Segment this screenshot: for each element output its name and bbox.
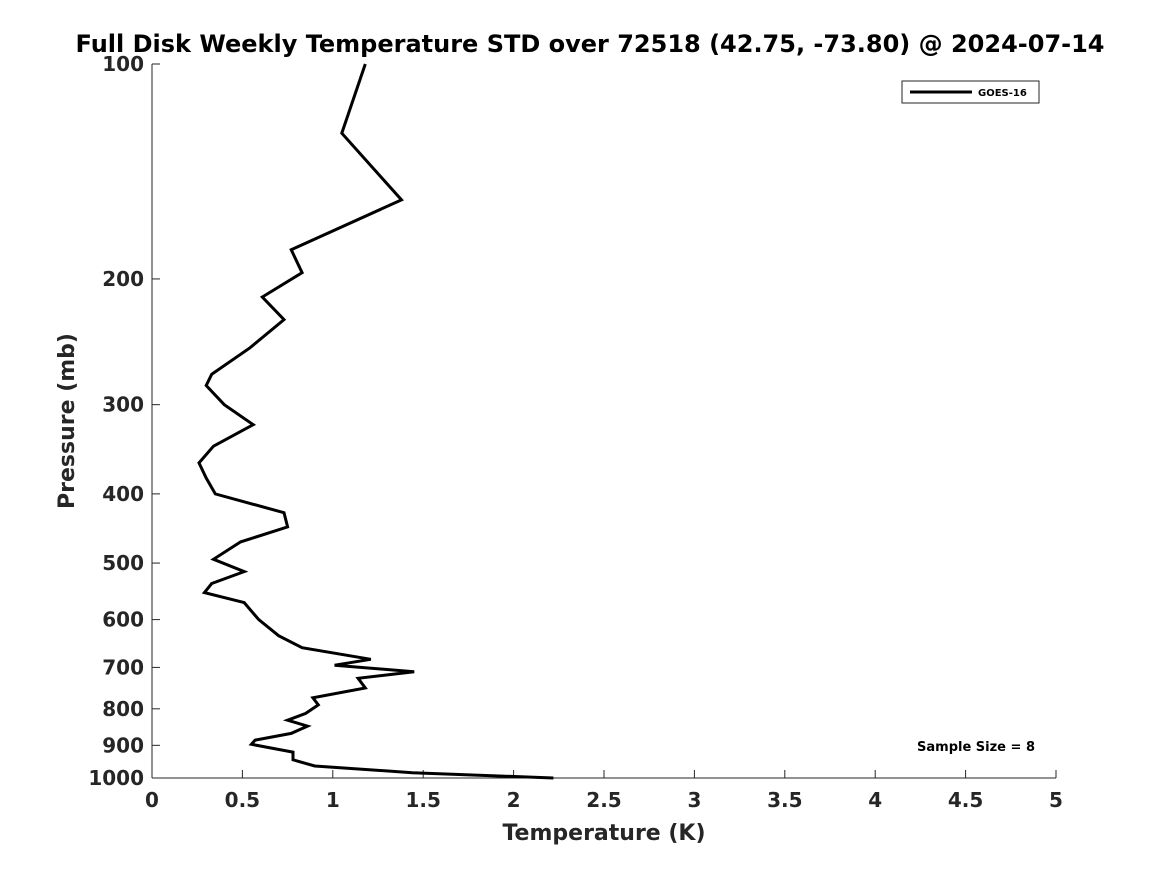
x-tick-label: 2 xyxy=(507,788,521,812)
y-tick-label: 200 xyxy=(102,267,144,291)
x-tick-label: 4.5 xyxy=(948,788,983,812)
x-tick-label: 3 xyxy=(687,788,701,812)
y-ticks: 100 200 300 400 500 600 700 800 900 1000 xyxy=(88,52,160,790)
chart-title: Full Disk Weekly Temperature STD over 72… xyxy=(76,30,1105,58)
x-tick-label: 3.5 xyxy=(767,788,802,812)
y-tick-label: 100 xyxy=(102,52,144,76)
x-tick-label: 2.5 xyxy=(586,788,621,812)
legend-label-goes-16: GOES-16 xyxy=(978,88,1027,99)
x-tick-label: 1 xyxy=(326,788,340,812)
x-ticks: 0 0.5 1 1.5 2 2.5 3 3.5 4 4.5 5 xyxy=(145,770,1063,812)
x-axis-label: Temperature (K) xyxy=(502,821,705,846)
y-axis-label: Pressure (mb) xyxy=(55,333,80,509)
axes xyxy=(151,64,1056,779)
y-tick-label: 800 xyxy=(102,697,144,721)
y-tick-label: 1000 xyxy=(88,766,144,790)
x-tick-label: 4 xyxy=(868,788,882,812)
y-tick-label: 700 xyxy=(102,655,144,679)
y-tick-label: 300 xyxy=(102,393,144,417)
y-tick-label: 900 xyxy=(102,733,144,757)
sample-size-annotation: Sample Size = 8 xyxy=(917,740,1035,755)
x-tick-label: 0.5 xyxy=(225,788,260,812)
series-group xyxy=(197,63,554,780)
y-tick-label: 400 xyxy=(102,482,144,506)
x-tick-label: 0 xyxy=(145,788,159,812)
x-tick-label: 1.5 xyxy=(405,788,440,812)
series-line-goes-16 xyxy=(197,63,554,780)
y-tick-label: 600 xyxy=(102,608,144,632)
x-tick-label: 5 xyxy=(1049,788,1063,812)
y-tick-label: 500 xyxy=(102,551,144,575)
legend: GOES-16 xyxy=(901,80,1040,104)
